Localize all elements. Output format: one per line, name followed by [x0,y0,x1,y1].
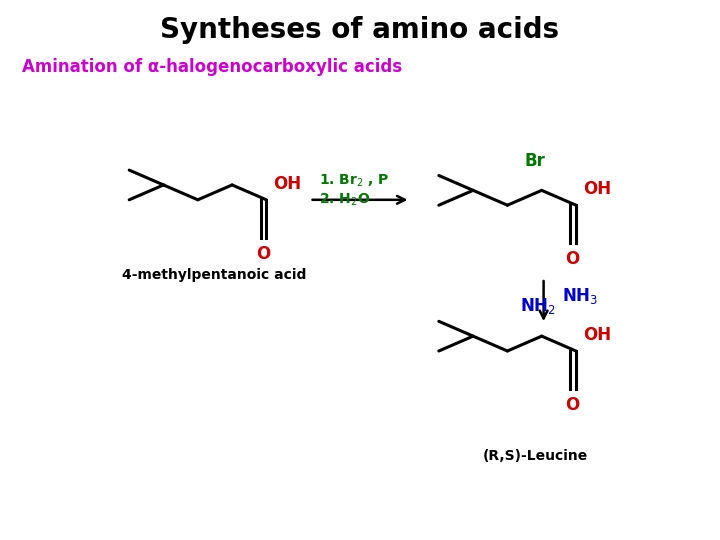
Text: 1. Br$_2$ , P: 1. Br$_2$ , P [319,173,390,189]
Text: OH: OH [583,180,611,198]
Text: O: O [565,396,580,414]
Text: OH: OH [274,174,302,193]
Text: NH$_2$: NH$_2$ [521,296,556,316]
Text: NH$_3$: NH$_3$ [562,286,598,306]
Text: OH: OH [583,326,611,344]
Text: Syntheses of amino acids: Syntheses of amino acids [161,16,559,44]
Text: 2. H$_2$O: 2. H$_2$O [319,192,370,208]
Text: O: O [565,250,580,268]
Text: (R,S)-Leucine: (R,S)-Leucine [482,449,588,463]
Text: O: O [256,245,270,263]
Text: Br: Br [524,152,545,170]
Text: Amination of α-halogenocarboxylic acids: Amination of α-halogenocarboxylic acids [22,58,402,77]
Text: 4-methylpentanoic acid: 4-methylpentanoic acid [122,268,307,282]
